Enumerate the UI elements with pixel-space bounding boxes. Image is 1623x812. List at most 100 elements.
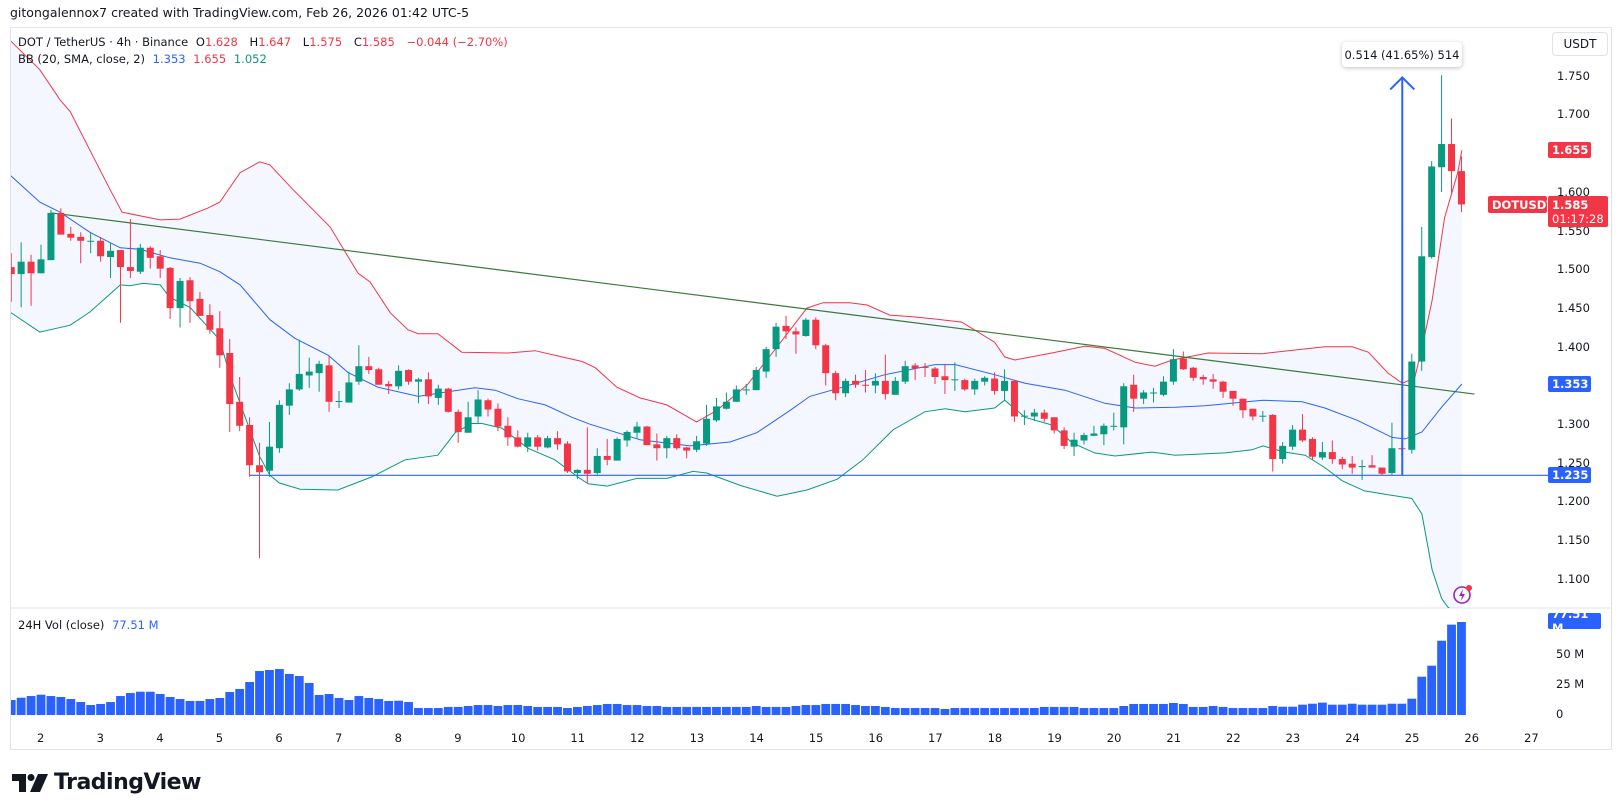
volume-bar	[503, 705, 513, 715]
price-tick-label: 1.250	[1557, 455, 1590, 470]
high-value: 1.647	[258, 35, 292, 49]
candle-body	[524, 437, 532, 447]
hline-price-badge: 1.235	[1548, 467, 1591, 483]
volume-bar	[483, 705, 493, 715]
candle-body	[981, 377, 989, 382]
volume-bar	[1278, 706, 1288, 715]
candle	[534, 435, 542, 451]
price-tick-label: 1.550	[1557, 223, 1590, 238]
candle-body	[424, 379, 432, 397]
candle	[504, 417, 512, 446]
time-tick-label: 14	[749, 731, 764, 745]
candle-body	[256, 465, 264, 473]
candle	[742, 383, 750, 395]
candle-body	[583, 469, 591, 474]
candle-body	[1169, 359, 1177, 382]
volume-bar	[1129, 703, 1139, 715]
price-pane	[11, 40, 1548, 608]
candle-body	[454, 411, 462, 432]
candle-body	[265, 446, 273, 471]
volume-label: 24H Vol (close)	[18, 618, 105, 632]
volume-bar	[642, 706, 652, 715]
candle-body	[802, 319, 810, 336]
candle	[1368, 455, 1376, 468]
volume-legend[interactable]: 24H Vol (close) 77.51 M	[18, 618, 163, 632]
candle-body	[206, 315, 214, 330]
volume-bar	[26, 696, 36, 715]
candle-body	[1219, 381, 1227, 392]
bb-legend[interactable]: BB (20, SMA, close, 2) 1.353 1.655 1.052	[18, 52, 271, 66]
volume-bar	[1387, 703, 1397, 715]
trendline	[51, 212, 1475, 395]
candle	[464, 401, 472, 433]
bar-countdown: 01:17:28	[1552, 211, 1604, 226]
close-label: C	[353, 35, 362, 49]
candle	[1199, 374, 1207, 385]
candle	[126, 219, 134, 278]
candle-body	[683, 447, 691, 451]
candle-body	[782, 325, 790, 332]
candle	[335, 390, 343, 408]
candle-body	[1179, 358, 1187, 370]
candle-body	[1229, 390, 1237, 399]
volume-bar	[463, 706, 473, 715]
time-tick-label: 5	[215, 731, 224, 745]
candle-body	[464, 417, 472, 433]
measure-label[interactable]: 0.514 (41.65%) 514	[1342, 42, 1462, 67]
volume-bar	[890, 708, 900, 715]
candle-body	[375, 369, 383, 385]
price-tick-label: 1.150	[1557, 533, 1590, 548]
candle-body	[57, 212, 65, 235]
candle-body	[1239, 398, 1247, 411]
open-value: 1.628	[204, 35, 238, 49]
candle	[514, 430, 522, 448]
candle-body	[792, 331, 800, 335]
volume-bar	[1407, 698, 1417, 715]
tradingview-logo[interactable]: TradingView	[12, 770, 201, 795]
volume-bar	[563, 708, 572, 715]
candle	[1249, 408, 1257, 421]
candle-body	[77, 236, 85, 241]
candle-body	[1189, 367, 1197, 378]
candle	[861, 370, 869, 393]
candle-body	[514, 437, 522, 447]
candle	[1328, 440, 1336, 464]
attribution-text: gitongalennox7 created with TradingView.…	[10, 5, 470, 20]
candle	[703, 404, 711, 446]
open-label: O	[195, 35, 205, 49]
volume-bar	[245, 682, 254, 715]
volume-bar	[334, 697, 344, 715]
candle-body	[484, 400, 492, 410]
candle-body	[842, 380, 850, 394]
candle-body	[861, 384, 869, 386]
bb-label: BB (20, SMA, close, 2)	[18, 52, 145, 66]
candle	[1438, 75, 1446, 193]
candle-body	[295, 373, 303, 390]
candle-body	[603, 455, 611, 460]
currency-button[interactable]: USDT	[1552, 32, 1608, 56]
volume-bar	[195, 700, 205, 715]
candle-body	[1269, 414, 1277, 460]
candle-body	[1001, 380, 1009, 391]
volume-bar	[36, 694, 46, 715]
candle-body	[17, 261, 25, 275]
candle	[1259, 411, 1267, 422]
symbol-legend[interactable]: DOT / TetherUS · 4h · Binance O1.628 H1.…	[18, 35, 512, 49]
volume-bar	[116, 696, 125, 715]
candle	[1080, 432, 1088, 445]
candle	[116, 250, 124, 323]
candle	[77, 232, 85, 264]
candle-body	[941, 376, 949, 381]
volume-bar	[602, 703, 612, 715]
volume-bar	[920, 708, 930, 715]
candle-body	[275, 404, 283, 449]
volume-bar	[126, 693, 135, 715]
volume-bar	[1228, 708, 1238, 715]
volume-bar	[265, 670, 274, 715]
candle-body	[762, 349, 770, 372]
volume-bar	[662, 706, 672, 715]
candle	[17, 242, 25, 308]
candle-body	[1418, 256, 1426, 362]
alert-lightning-icon[interactable]	[1452, 584, 1474, 606]
